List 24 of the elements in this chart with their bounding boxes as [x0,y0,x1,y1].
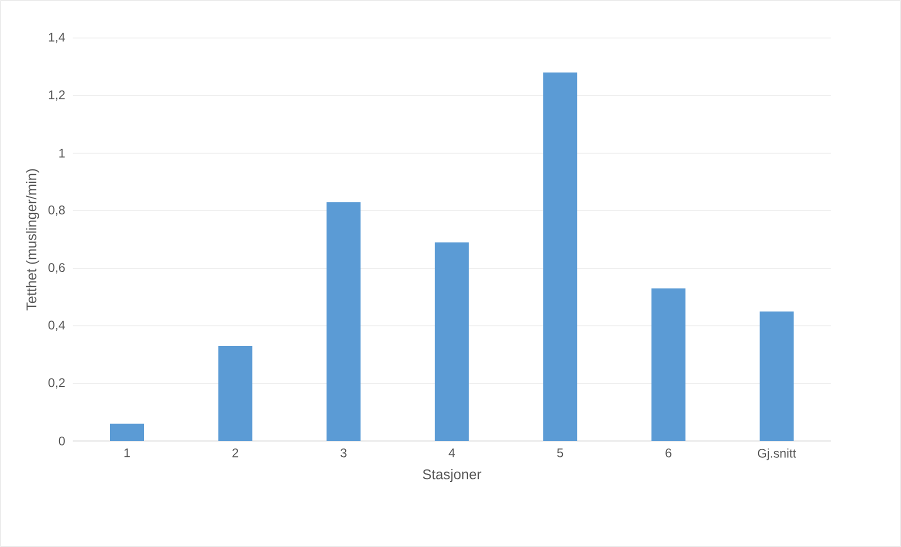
x-axis-title: Stasjoner [422,469,482,482]
x-tick-label: 5 [557,448,564,458]
bar [651,288,686,441]
bar [326,202,361,441]
bar [543,72,578,441]
x-tick-label: 3 [340,448,347,458]
x-tick-label: 6 [666,448,672,458]
bar [760,311,794,441]
y-tick-label: 1 [59,148,65,158]
x-tick-label: 1 [124,448,130,458]
bar [110,424,144,441]
y-tick-label: 1,2 [48,90,65,101]
y-tick-label: 1,4 [48,32,65,44]
y-axis-title: Tetthet (muslinger/min) [26,169,40,310]
x-tick-label: Gj.snitt [758,448,796,460]
x-tick-label: 2 [232,448,238,458]
x-tick-label: 4 [448,448,455,458]
y-tick-label: 0,6 [48,263,65,274]
bar [218,346,252,441]
y-tick-label: 0,4 [48,320,65,332]
y-tick-label: 0,2 [48,378,65,389]
bar [434,242,469,441]
y-tick-label: 0,8 [48,206,65,216]
y-tick-label: 0 [58,436,65,446]
